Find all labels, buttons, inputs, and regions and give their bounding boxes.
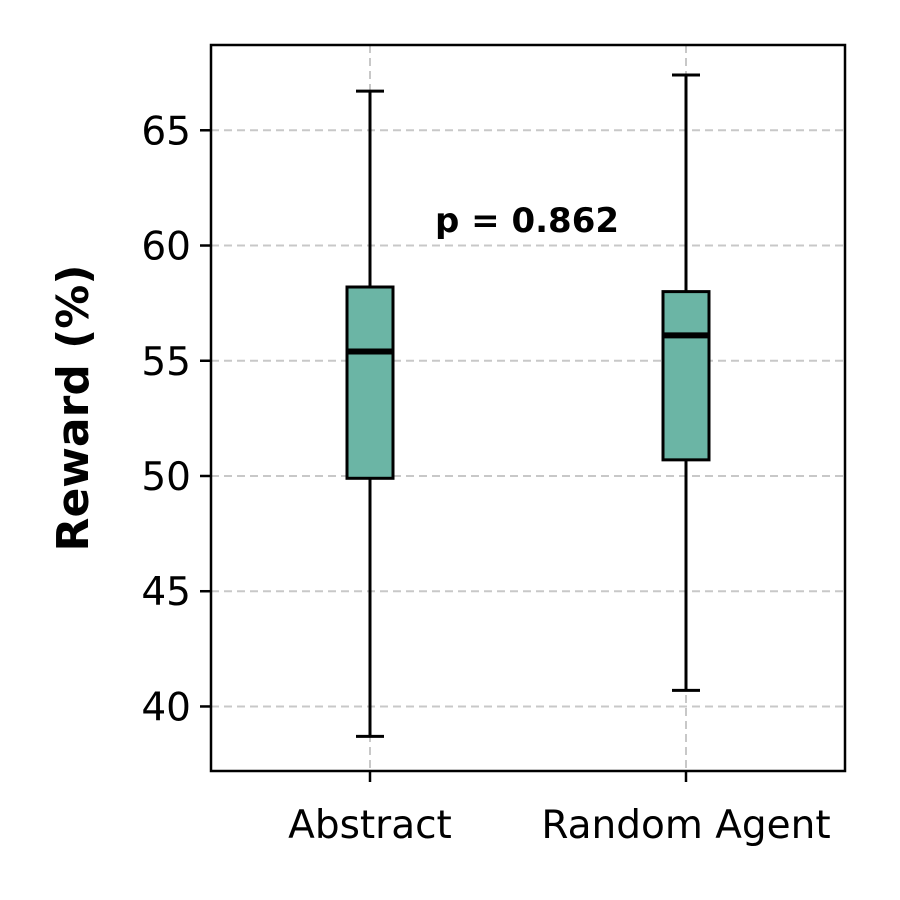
plot-frame xyxy=(209,43,847,773)
y-tick-label: 55 xyxy=(141,340,191,385)
x-tick-label: Abstract xyxy=(288,803,452,848)
p-value-annotation: p = 0.862 xyxy=(435,201,619,241)
box-random-agent xyxy=(661,73,711,692)
tick-layer: 40 45 50 55 60 65 Abstract Random Agent xyxy=(141,109,830,848)
y-tick-label: 50 xyxy=(141,455,191,500)
iqr-box xyxy=(661,290,711,462)
x-tick-label: Random Agent xyxy=(541,803,830,848)
y-axis-title: Reward (%) xyxy=(48,265,99,552)
y-tick-label: 45 xyxy=(141,570,191,615)
grid-layer xyxy=(211,45,845,771)
iqr-box xyxy=(345,285,395,480)
box-abstract xyxy=(345,89,395,738)
y-tick-label: 40 xyxy=(141,685,191,730)
y-tick-label: 65 xyxy=(141,109,191,154)
box-layer xyxy=(345,73,711,738)
y-tick-label: 60 xyxy=(141,225,191,270)
